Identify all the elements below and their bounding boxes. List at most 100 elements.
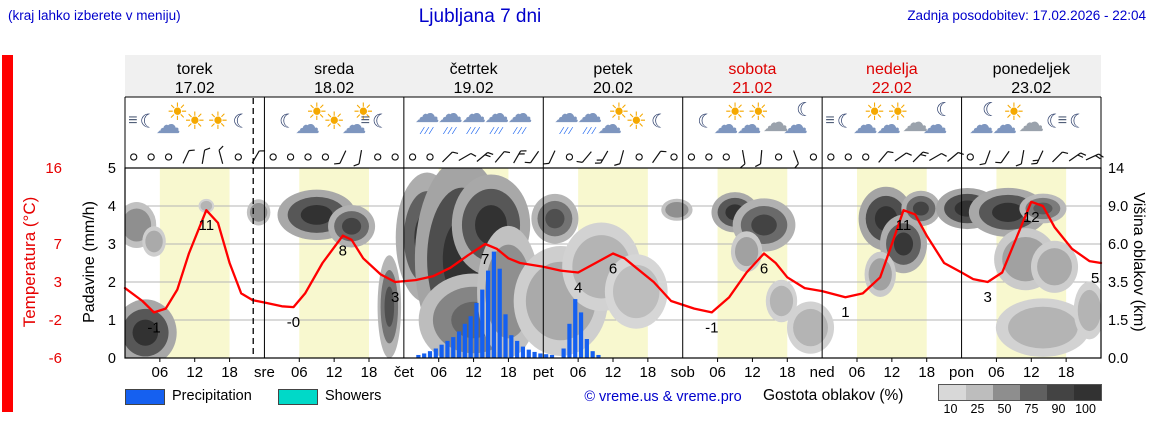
wind-barb	[687, 153, 696, 161]
rain-icon: ☁ ∕ ∕ ∕	[461, 100, 487, 137]
moon-icon: ☾	[1045, 111, 1064, 133]
density-tick-label: 100	[1075, 402, 1096, 416]
cloud-blob	[1008, 306, 1078, 349]
showers-swatch	[278, 389, 318, 405]
x-tick-label: 06	[849, 364, 866, 381]
x-day-label: sre	[254, 364, 275, 381]
x-tick-label: 18	[500, 364, 517, 381]
wind-barb	[929, 152, 947, 162]
wind-barb	[652, 150, 667, 164]
rain-icon: ☁ ∕ ∕ ∕	[437, 100, 463, 137]
precip-bar	[468, 316, 473, 358]
x-tick-label: 06	[709, 364, 726, 381]
x-tick-label: 12	[605, 364, 622, 381]
precip-bar	[451, 337, 456, 358]
cloud-blob-core	[992, 202, 1025, 222]
precip-bar	[474, 302, 479, 358]
x-tick-label: 06	[430, 364, 447, 381]
precip-axis-tick: 1	[108, 313, 116, 329]
temperature-value-label: 12	[1023, 209, 1040, 226]
wind-barb	[130, 153, 138, 161]
cloud-layer	[125, 168, 1101, 358]
wind-barb	[458, 152, 477, 162]
temperature-value-label: 11	[896, 217, 912, 234]
moon-cloud-icon: ☾ ☁	[968, 100, 1000, 139]
x-tick-label: 12	[1023, 364, 1040, 381]
precip-bar	[427, 351, 433, 358]
density-step	[1020, 385, 1047, 400]
x-tick-label: 18	[1058, 364, 1075, 381]
day-date: 21.02	[732, 80, 772, 97]
precip-bar	[480, 289, 485, 358]
day-name: petek	[593, 61, 633, 78]
showers-legend-label: Showers	[325, 388, 382, 404]
cloud-blob	[613, 264, 660, 319]
sun-icon: ☀	[183, 108, 206, 135]
wind-barb	[979, 150, 991, 166]
x-tick-label: 18	[361, 364, 378, 381]
density-tick-label: 90	[1051, 402, 1066, 416]
cloud-icon: ☁	[902, 107, 929, 137]
cloud-density-label: Gostota oblakov (%)	[763, 387, 904, 404]
wind-barb	[594, 150, 609, 164]
day-date: 17.02	[175, 80, 215, 97]
location-hint: (kraj lahko izberete v meniju)	[8, 8, 181, 23]
cloud-blob	[200, 200, 213, 212]
cloud-blob-core	[300, 204, 333, 225]
x-tick-label: 18	[640, 364, 657, 381]
cloud-blob	[145, 230, 163, 253]
wind-barb	[334, 150, 347, 165]
precip-bar	[509, 335, 514, 358]
cloud-axis-tick: 6.0	[1108, 237, 1128, 253]
wind-barb	[182, 149, 195, 164]
precip-axis-tick: 0	[108, 351, 116, 367]
x-day-label: ned	[810, 364, 835, 381]
moon-wind-icon: ≡ ☾	[360, 111, 390, 133]
precip-axis-tick: 3	[108, 237, 116, 253]
cloud-blob-core	[384, 286, 395, 327]
wind-barb	[426, 153, 434, 161]
sun-cloud-icon: ☀ ☁	[736, 99, 770, 139]
wind-barb	[251, 150, 266, 164]
x-tick-label: 12	[744, 364, 761, 381]
temperature-value-label: 3	[391, 289, 399, 306]
precip-bar	[485, 270, 491, 358]
copyright-link[interactable]: © vreme.us & vreme.pro	[584, 389, 742, 405]
cloud-blob-core	[545, 208, 565, 229]
cloud-blob	[665, 201, 689, 218]
temp-axis-tick: -6	[49, 350, 62, 367]
temp-axis-tick: -2	[49, 312, 62, 329]
wind-barb	[635, 153, 643, 161]
density-tick-label: 25	[970, 402, 985, 416]
moon-cloud-icon: ☾ ☁	[922, 100, 953, 139]
temp-axis-tick: 7	[54, 236, 62, 253]
x-tick-label: 18	[221, 364, 238, 381]
wind-barb	[894, 152, 912, 162]
wind-barb	[476, 151, 494, 162]
rain-icon: ☁ ∕ ∕ ∕	[414, 100, 440, 137]
wind-barb	[912, 151, 929, 163]
wind-barb	[670, 153, 678, 161]
cloud-icon: ☁	[1018, 107, 1045, 137]
temperature-value-label: 1	[841, 304, 849, 321]
rain-icon: ☁ ∕ ∕ ∕	[577, 100, 603, 137]
wind-barb	[827, 153, 835, 161]
wind-barb	[524, 150, 540, 164]
wind-barb	[234, 153, 242, 161]
temperature-value-label: 7	[481, 251, 489, 268]
wind-barb	[722, 153, 730, 161]
precip-axis-tick: 4	[108, 199, 116, 215]
x-day-label: pon	[949, 364, 974, 381]
density-tick-label: 75	[1024, 402, 1039, 416]
density-step	[1074, 385, 1101, 400]
wind-barb	[321, 153, 330, 161]
last-update-text: Zadnja posodobitev: 17.02.2026 - 22:04	[907, 8, 1146, 23]
cloud-blob-core	[893, 232, 914, 256]
cloud-axis-tick: 9.0	[1108, 199, 1128, 215]
x-tick-label: 12	[326, 364, 343, 381]
wind-barb	[740, 150, 746, 169]
density-tick-label: 50	[997, 402, 1012, 416]
wind-barb	[576, 151, 592, 163]
precip-bar	[538, 353, 543, 358]
temperature-value-label: -0	[287, 314, 300, 331]
